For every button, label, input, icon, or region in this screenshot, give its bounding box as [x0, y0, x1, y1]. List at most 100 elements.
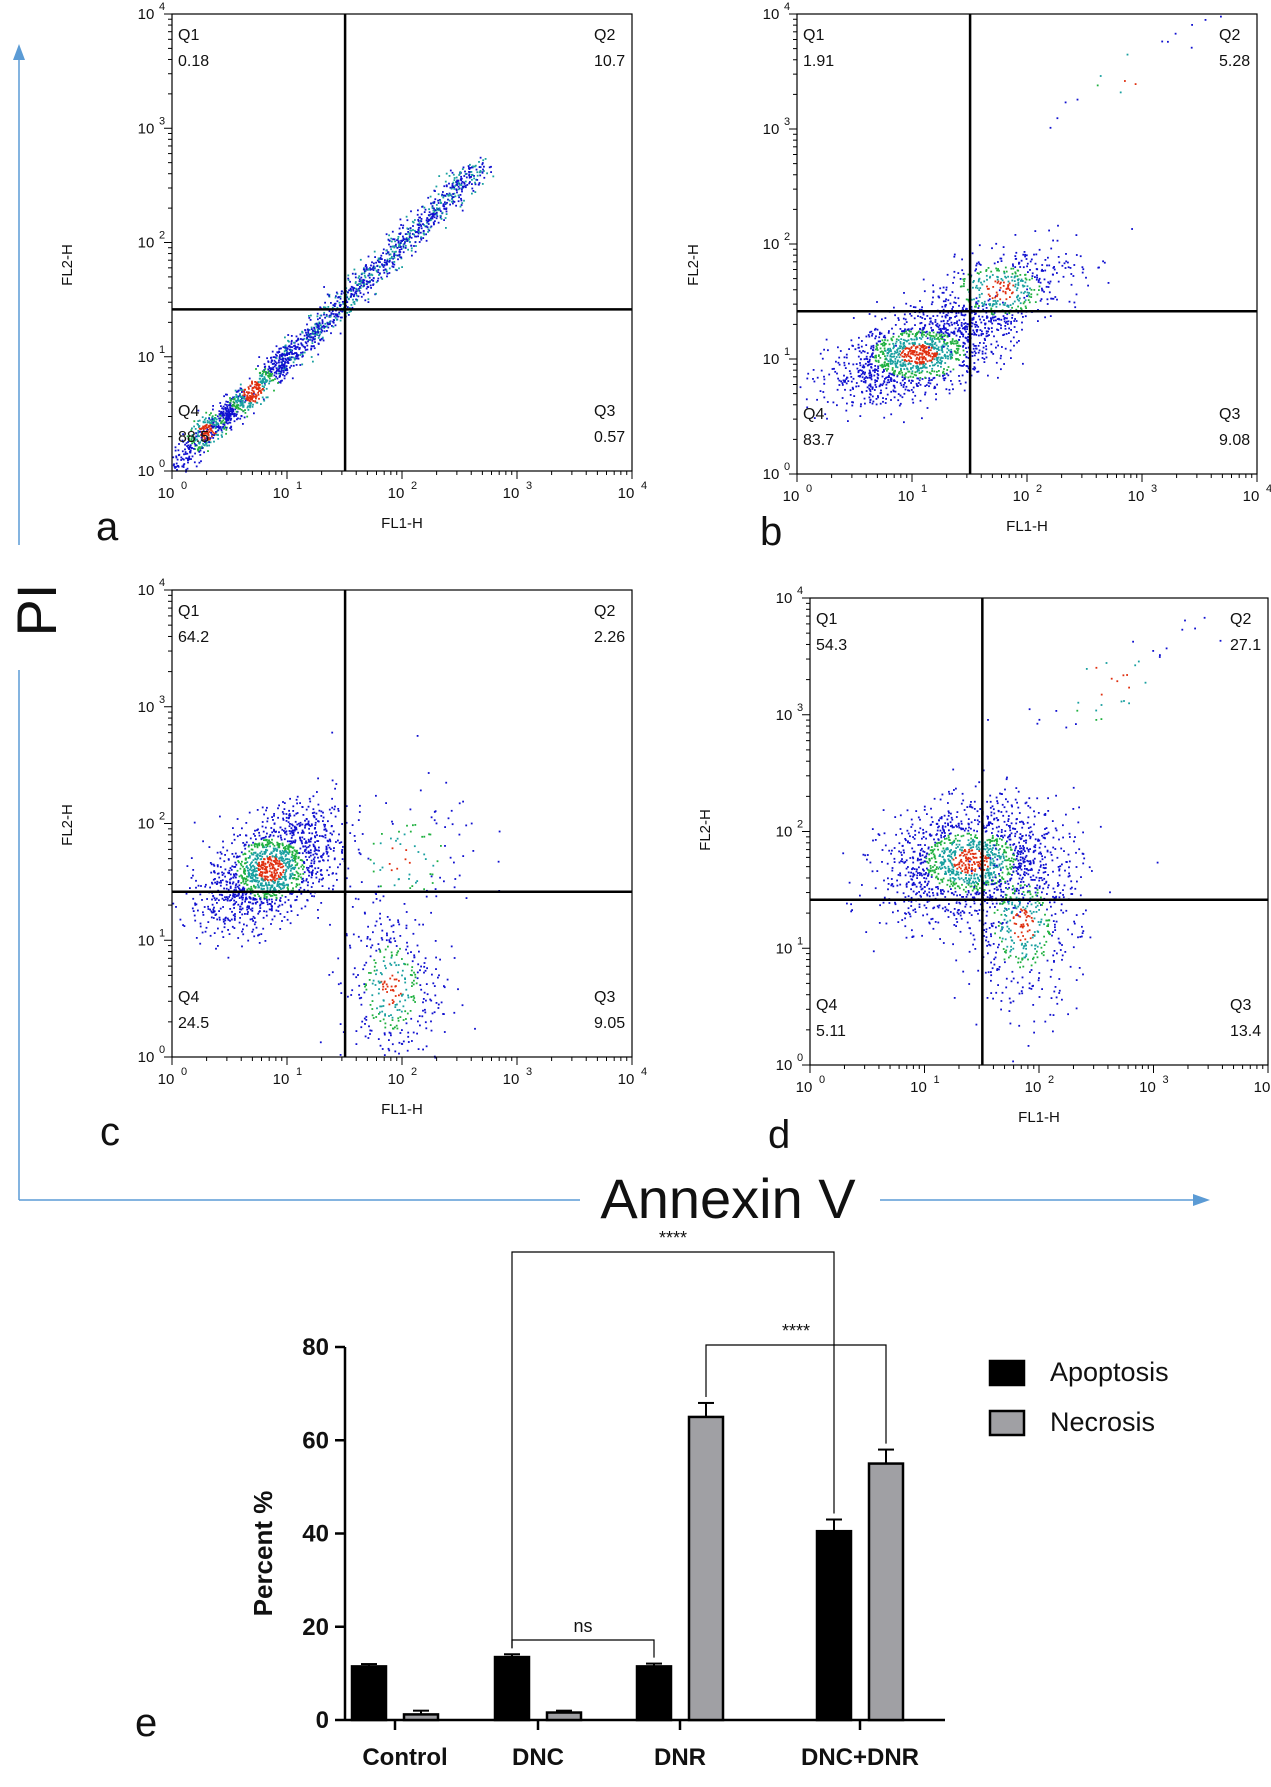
event-dot: [1017, 279, 1019, 281]
event-dot: [1020, 280, 1022, 282]
event-dot: [262, 871, 264, 873]
event-dot: [305, 341, 307, 343]
event-dot: [887, 368, 889, 370]
event-dot: [330, 316, 332, 318]
event-dot: [978, 352, 980, 354]
event-dot: [397, 255, 399, 257]
x-tick-exponent: 3: [1151, 483, 1157, 495]
event-dot: [946, 287, 948, 289]
event-dot: [973, 343, 975, 345]
event-dot: [291, 343, 293, 345]
event-dot: [424, 207, 426, 209]
quadrant-q4-name: Q4: [803, 406, 824, 423]
event-dot: [471, 188, 473, 190]
event-dot: [403, 251, 405, 253]
event-dot: [269, 374, 271, 376]
event-dot: [264, 368, 266, 370]
event-dot: [878, 355, 880, 357]
event-dot: [207, 906, 209, 908]
event-dot: [182, 924, 184, 926]
event-dot: [958, 297, 960, 299]
event-dot: [919, 372, 921, 374]
event-dot: [996, 303, 998, 305]
event-dot: [386, 253, 388, 255]
event-dot: [190, 458, 192, 460]
event-dot: [950, 294, 952, 296]
event-dot: [216, 898, 218, 900]
event-dot: [423, 230, 425, 232]
event-dot: [859, 369, 861, 371]
event-dot: [339, 302, 341, 304]
event-dot: [877, 395, 879, 397]
event-dot: [921, 335, 923, 337]
event-dot: [900, 370, 902, 372]
event-dot: [991, 313, 993, 315]
event-dot: [976, 348, 978, 350]
event-dot: [1058, 256, 1060, 258]
event-dot: [910, 305, 912, 307]
event-dot: [361, 273, 363, 275]
event-dot: [259, 907, 261, 909]
event-dot: [460, 176, 462, 178]
event-dot: [338, 834, 340, 836]
event-dot: [268, 383, 270, 385]
event-dot: [294, 815, 296, 817]
event-dot: [848, 363, 850, 365]
event-dot: [1068, 266, 1070, 268]
event-dot: [855, 348, 857, 350]
event-dot: [903, 292, 905, 294]
event-dot: [943, 379, 945, 381]
event-dot: [466, 177, 468, 179]
event-dot: [252, 400, 254, 402]
event-dot: [1191, 24, 1193, 26]
event-dot: [176, 463, 178, 465]
event-dot: [233, 900, 235, 902]
event-dot: [368, 256, 370, 258]
event-dot: [225, 869, 227, 871]
event-dot: [284, 828, 286, 830]
event-dot: [1012, 285, 1014, 287]
event-dot: [982, 357, 984, 359]
event-dot: [1025, 315, 1027, 317]
event-dot: [220, 908, 222, 910]
event-dot: [876, 380, 878, 382]
event-dot: [1044, 279, 1046, 281]
event-dot: [402, 239, 404, 241]
event-dot: [239, 917, 241, 919]
event-dot: [318, 337, 320, 339]
event-dot: [280, 854, 282, 856]
event-dot: [249, 812, 251, 814]
event-dot: [405, 233, 407, 235]
event-dot: [921, 372, 923, 374]
event-dot: [452, 193, 454, 195]
event-dot: [905, 354, 907, 356]
event-dot: [896, 362, 898, 364]
event-dot: [273, 864, 275, 866]
event-dot: [241, 409, 243, 411]
event-dot: [1005, 277, 1007, 279]
event-dot: [240, 387, 242, 389]
event-dot: [274, 375, 276, 377]
y-tick-label: 10: [138, 349, 155, 366]
event-dot: [877, 374, 879, 376]
event-dot: [281, 380, 283, 382]
event-dot: [262, 370, 264, 372]
x-tick-label: 10: [1128, 488, 1145, 505]
event-dot: [868, 388, 870, 390]
event-dot: [392, 251, 394, 253]
event-dot: [360, 292, 362, 294]
event-dot: [319, 317, 321, 319]
event-dot: [239, 856, 241, 858]
event-dot: [175, 446, 177, 448]
event-dot: [1011, 292, 1013, 294]
event-dot: [912, 333, 914, 335]
event-dot: [394, 251, 396, 253]
event-dot: [269, 870, 271, 872]
event-dot: [1012, 314, 1014, 316]
event-dot: [905, 376, 907, 378]
event-dot: [428, 223, 430, 225]
event-dot: [869, 359, 871, 361]
event-dot: [931, 329, 933, 331]
event-dot: [1016, 289, 1018, 291]
event-dot: [908, 360, 910, 362]
